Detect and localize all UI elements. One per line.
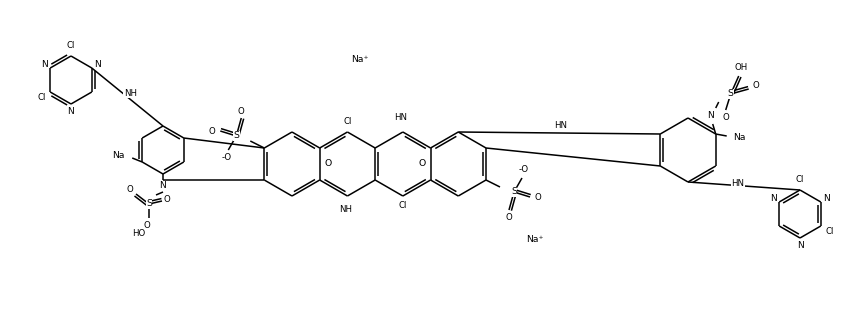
Text: N: N	[95, 60, 101, 69]
Text: O: O	[535, 192, 541, 202]
Text: O: O	[324, 160, 331, 169]
Text: Cl: Cl	[67, 41, 75, 51]
Text: N: N	[68, 106, 74, 116]
Text: Cl: Cl	[343, 117, 352, 127]
Text: O: O	[126, 185, 133, 193]
Text: HN: HN	[554, 121, 567, 129]
Text: S: S	[511, 187, 517, 197]
Text: O: O	[144, 221, 150, 230]
Text: O: O	[163, 194, 170, 203]
Text: O: O	[752, 82, 759, 90]
Text: Na⁺: Na⁺	[351, 55, 369, 63]
Text: S: S	[233, 132, 239, 140]
Text: O: O	[506, 213, 513, 221]
Text: Cl: Cl	[796, 176, 804, 185]
Text: OH: OH	[734, 62, 747, 72]
Text: N: N	[160, 181, 166, 191]
Text: S: S	[728, 89, 734, 99]
Text: N: N	[824, 194, 830, 203]
Text: NH: NH	[339, 205, 352, 214]
Text: NH: NH	[124, 89, 137, 98]
Text: O: O	[209, 127, 216, 136]
Text: HN: HN	[732, 180, 745, 188]
Text: HO: HO	[132, 230, 145, 239]
Text: Cl: Cl	[399, 202, 407, 210]
Text: HN: HN	[395, 113, 408, 122]
Text: N: N	[707, 111, 714, 121]
Text: Cl: Cl	[826, 226, 833, 236]
Text: Cl: Cl	[37, 93, 46, 101]
Text: N: N	[796, 241, 803, 250]
Text: -O: -O	[221, 154, 231, 163]
Text: N: N	[770, 194, 777, 203]
Text: -O: -O	[519, 165, 529, 175]
Text: S: S	[146, 199, 152, 208]
Text: O: O	[419, 160, 427, 169]
Text: N: N	[40, 60, 47, 69]
Text: O: O	[238, 106, 244, 116]
Text: Na⁺: Na⁺	[526, 235, 544, 243]
Text: Na: Na	[112, 151, 125, 160]
Text: O: O	[722, 113, 729, 122]
Text: Na: Na	[734, 133, 746, 143]
